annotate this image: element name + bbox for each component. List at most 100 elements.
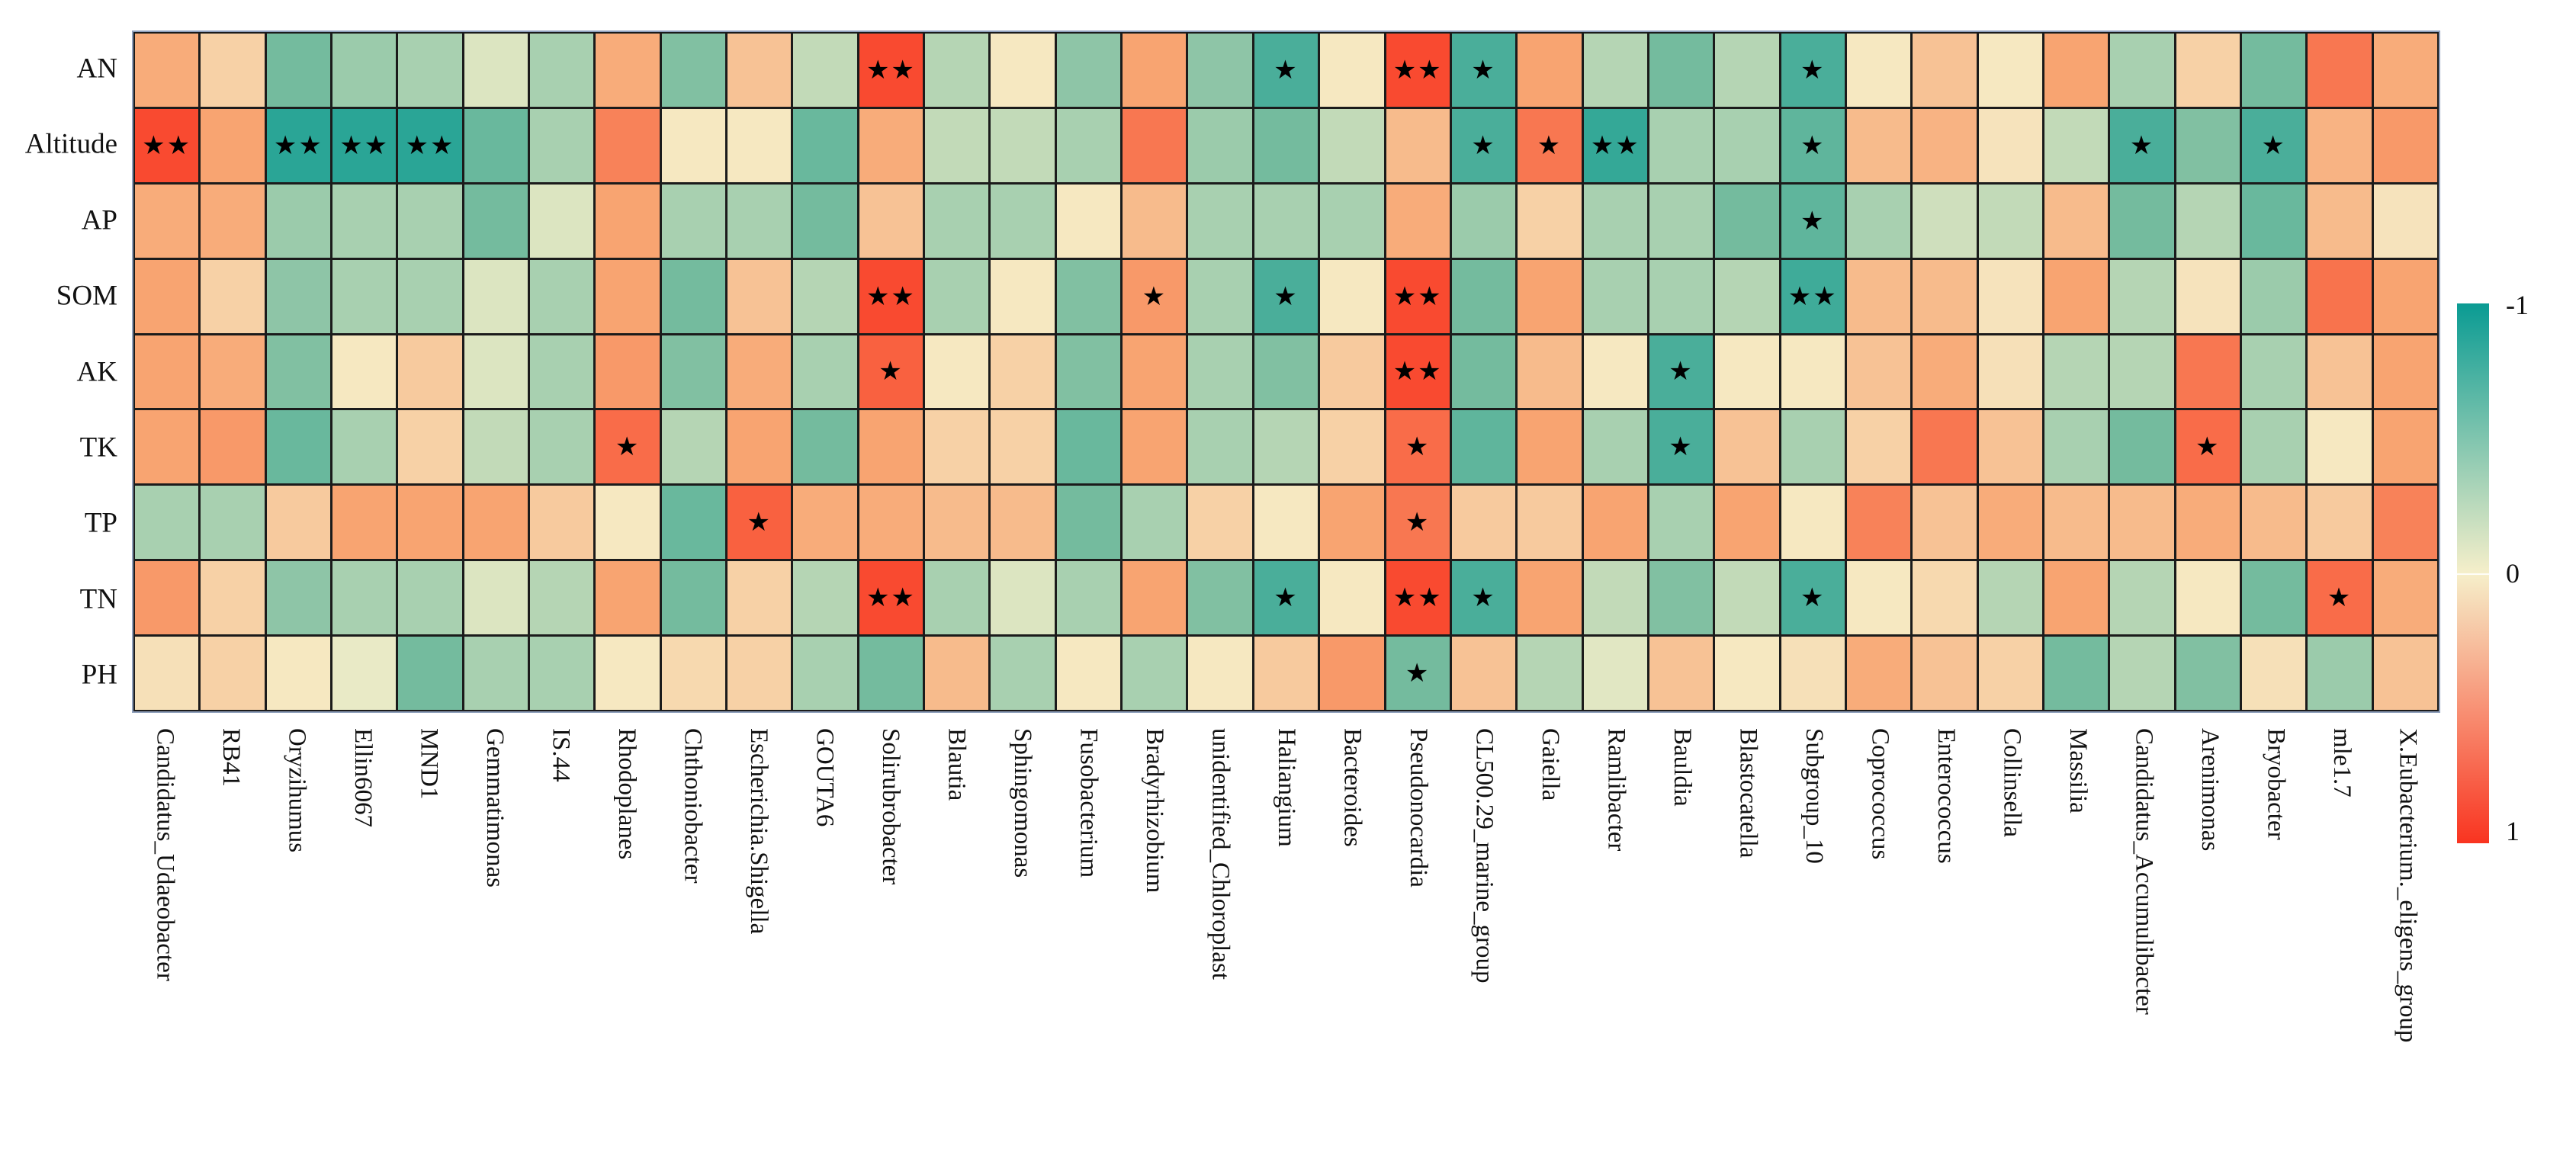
heatmap-cell <box>266 184 331 258</box>
heatmap-cell <box>1123 184 1187 258</box>
heatmap-cell <box>1320 108 1384 182</box>
heatmap-cell: ★ <box>1781 184 1845 258</box>
heatmap-cell <box>464 637 528 710</box>
heatmap-cell <box>793 410 857 484</box>
heatmap-cell <box>1188 259 1252 333</box>
heatmap-cell <box>728 34 792 107</box>
heatmap-cell <box>596 561 660 635</box>
colorbar-label-min: -1 <box>2506 290 2529 320</box>
row-label-ak: AK <box>76 356 117 387</box>
heatmap-cell <box>1583 184 1647 258</box>
heatmap-cell <box>332 335 397 409</box>
heatmap-cell <box>2110 410 2174 484</box>
heatmap-cell <box>596 184 660 258</box>
heatmap-cell <box>2110 561 2174 635</box>
heatmap-cell: ★ <box>596 410 660 484</box>
heatmap-cell <box>2373 637 2437 710</box>
heatmap-cell <box>1518 184 1582 258</box>
column-label: Massilia <box>2064 728 2092 814</box>
heatmap-cell <box>1846 108 1911 182</box>
heatmap-cell <box>530 410 594 484</box>
heatmap-cell <box>2308 34 2372 107</box>
heatmap-cell <box>2044 637 2109 710</box>
heatmap-cell <box>530 335 594 409</box>
heatmap-cell <box>2308 486 2372 560</box>
heatmap-cell <box>1188 486 1252 560</box>
heatmap-cell: ★★ <box>135 108 199 182</box>
heatmap-cell <box>1056 108 1121 182</box>
significance-two-stars: ★★ <box>405 130 455 161</box>
heatmap-cell <box>991 259 1055 333</box>
heatmap-cell <box>661 259 726 333</box>
significance-one-star: ★ <box>1405 507 1431 538</box>
heatmap-cell <box>2241 410 2306 484</box>
heatmap-cell <box>398 335 462 409</box>
heatmap-cell: ★★ <box>1781 259 1845 333</box>
heatmap-cell <box>1320 561 1384 635</box>
heatmap-cell <box>1320 637 1384 710</box>
column-label: Coprococcus <box>1866 728 1894 860</box>
heatmap-cell <box>2373 561 2437 635</box>
heatmap-cell <box>661 184 726 258</box>
significance-one-star: ★ <box>1274 281 1299 312</box>
heatmap-cell <box>1056 184 1121 258</box>
heatmap-cell <box>1254 184 1319 258</box>
heatmap-cell <box>661 486 726 560</box>
heatmap-cell <box>1649 561 1714 635</box>
heatmap-cell <box>2308 108 2372 182</box>
heatmap-cell <box>332 410 397 484</box>
heatmap-cell <box>2308 259 2372 333</box>
significance-one-star: ★ <box>615 432 641 463</box>
heatmap-cell <box>332 637 397 710</box>
heatmap-cell <box>1188 561 1252 635</box>
row-label-tk: TK <box>79 432 117 464</box>
heatmap-cell <box>793 486 857 560</box>
heatmap-cell <box>1188 184 1252 258</box>
heatmap-cell <box>2044 561 2109 635</box>
heatmap-cell <box>530 637 594 710</box>
heatmap-cell <box>398 259 462 333</box>
heatmap-cell <box>1978 34 2042 107</box>
heatmap-cell <box>2373 34 2437 107</box>
heatmap-cell <box>1320 184 1384 258</box>
heatmap-cell <box>1188 637 1252 710</box>
heatmap-cell <box>661 410 726 484</box>
heatmap-cell <box>2176 34 2240 107</box>
heatmap-cell: ★ <box>1781 34 1845 107</box>
heatmap-cell: ★ <box>1781 561 1845 635</box>
heatmap-cell: ★ <box>1386 637 1450 710</box>
heatmap-cell <box>398 637 462 710</box>
heatmap-cell <box>530 561 594 635</box>
heatmap-cell <box>1188 410 1252 484</box>
heatmap-cell <box>1978 561 2042 635</box>
heatmap-cell <box>793 34 857 107</box>
heatmap-cell <box>859 486 923 560</box>
heatmap-cell <box>266 637 331 710</box>
heatmap-cell <box>1978 637 2042 710</box>
heatmap-cell <box>1518 34 1582 107</box>
heatmap-cell <box>2241 184 2306 258</box>
heatmap-cell <box>1649 486 1714 560</box>
heatmap-cell <box>1386 184 1450 258</box>
row-label-an: AN <box>76 53 117 85</box>
heatmap-cell <box>464 259 528 333</box>
heatmap-cell: ★★ <box>859 259 923 333</box>
significance-one-star: ★ <box>1471 54 1496 85</box>
heatmap-cell <box>596 486 660 560</box>
heatmap-cell <box>728 184 792 258</box>
heatmap-cell: ★ <box>1649 410 1714 484</box>
heatmap-cell <box>661 637 726 710</box>
heatmap-cell <box>1056 637 1121 710</box>
heatmap-cell <box>1518 335 1582 409</box>
heatmap-cell <box>661 34 726 107</box>
heatmap-cell <box>1451 486 1516 560</box>
column-label: Escherichia.Shigella <box>745 728 773 935</box>
heatmap-cell <box>1320 486 1384 560</box>
row-label-ph: PH <box>81 659 117 691</box>
heatmap-cell <box>2308 335 2372 409</box>
heatmap-cell <box>2044 34 2109 107</box>
heatmap-cell <box>1913 259 1977 333</box>
heatmap-cell: ★ <box>1123 259 1187 333</box>
heatmap-cell <box>332 34 397 107</box>
heatmap-cell <box>1978 410 2042 484</box>
